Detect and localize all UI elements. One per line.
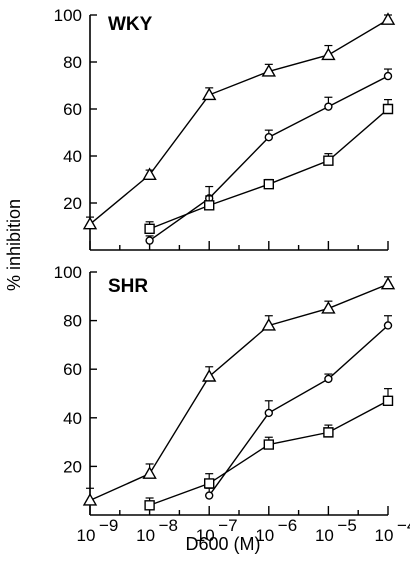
- data-point-square: [382, 103, 394, 115]
- y-tick-label: 20: [63, 194, 82, 213]
- x-tick-label: 10: [196, 526, 215, 545]
- series-line-triangle: [89, 19, 389, 225]
- data-point-triangle: [201, 87, 217, 101]
- y-tick-label: 40: [63, 147, 82, 166]
- data-point-circle: [324, 374, 333, 384]
- data-point-circle: [383, 71, 393, 81]
- data-point-square: [144, 500, 155, 511]
- data-point-square: [204, 478, 215, 489]
- data-point-circle: [145, 236, 154, 245]
- data-point-square: [382, 395, 394, 406]
- data-point-square: [204, 200, 215, 211]
- data-point-circle: [264, 408, 273, 418]
- data-point-triangle: [380, 276, 396, 290]
- panel-title-wky: WKY: [108, 14, 153, 35]
- data-point-triangle: [261, 318, 277, 331]
- series-line-circle: [149, 75, 389, 242]
- y-tick-label: 100: [54, 6, 82, 25]
- x-tick-exponent: −6: [278, 516, 297, 535]
- y-tick-label: 80: [63, 53, 82, 72]
- data-point-circle: [264, 132, 273, 142]
- data-point-triangle: [321, 47, 336, 61]
- x-tick-label: 10: [315, 526, 334, 545]
- data-point-circle: [324, 102, 333, 111]
- y-tick-label: 60: [63, 360, 82, 379]
- x-tick-label: 10: [77, 526, 96, 545]
- data-point-triangle: [82, 216, 98, 230]
- series-line-circle: [208, 324, 389, 496]
- x-tick-exponent: −8: [159, 516, 178, 535]
- x-tick-label: 10: [255, 526, 274, 545]
- data-point-triangle: [201, 369, 217, 382]
- data-point-square: [323, 427, 334, 438]
- x-tick-exponent: −9: [99, 516, 118, 535]
- x-tick-label: 10: [375, 526, 394, 545]
- data-point-triangle: [261, 63, 277, 77]
- x-tick-exponent: −7: [218, 516, 237, 535]
- data-point-triangle: [82, 493, 98, 506]
- x-tick-exponent: −4: [397, 516, 410, 535]
- data-point-square: [263, 439, 274, 450]
- panel-wky: WKY 20 40 60 80 100: [54, 6, 396, 251]
- y-tick-label: 60: [63, 100, 82, 119]
- y-axis-label: % inhibition: [4, 199, 24, 291]
- data-point-circle: [383, 321, 393, 330]
- series-line-triangle: [89, 283, 389, 502]
- x-tick-exponent: −5: [337, 516, 356, 535]
- y-tick-label: 20: [63, 457, 82, 476]
- data-point-circle: [204, 491, 214, 500]
- data-point-square: [323, 155, 334, 166]
- data-point-square: [263, 179, 274, 190]
- x-tick-label: 10: [136, 526, 155, 545]
- data-point-triangle: [321, 301, 336, 314]
- panel-title-shr: SHR: [108, 276, 148, 297]
- data-point-triangle: [142, 466, 157, 479]
- data-point-triangle: [142, 167, 157, 180]
- x-axis-label: D600 (M): [185, 534, 260, 554]
- y-tick-label: 100: [54, 263, 82, 282]
- data-point-square: [144, 223, 155, 235]
- y-tick-label: 40: [63, 409, 82, 428]
- y-tick-label: 80: [63, 312, 82, 331]
- data-point-triangle: [380, 12, 396, 25]
